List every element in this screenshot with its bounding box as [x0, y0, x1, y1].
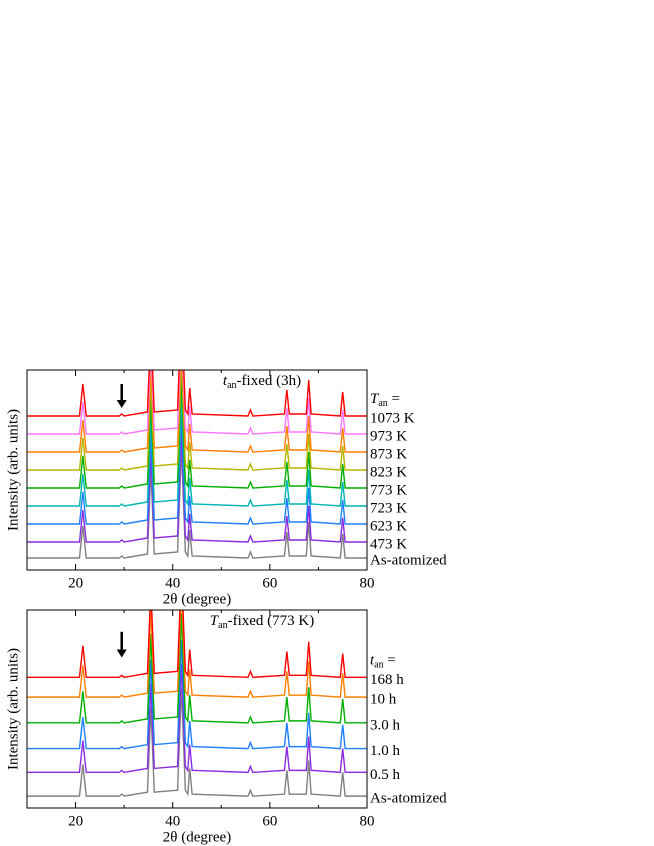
series-label: 723 K — [370, 500, 407, 516]
xrd-trace — [27, 370, 367, 435]
xrd-trace — [27, 447, 367, 559]
arrow — [116, 384, 127, 408]
annotation-rest: -fixed (3h) — [237, 373, 302, 389]
legend-title-rest: = — [384, 653, 396, 669]
annotation-rest: -fixed (773 K) — [228, 613, 315, 629]
y-axis-label: Intensity (arb. units) — [5, 648, 21, 770]
x-tick-label: 80 — [360, 813, 375, 829]
series-label: 873 K — [370, 446, 407, 462]
x-tick-label: 20 — [68, 575, 83, 591]
annotation-main: T — [210, 613, 220, 629]
arrow-head — [116, 400, 127, 408]
series-label: As-atomized — [370, 791, 447, 807]
series-label: 473 K — [370, 536, 407, 552]
xrd-trace — [27, 663, 367, 774]
series-label: 1.0 h — [370, 743, 401, 759]
xrd-trace — [27, 639, 367, 750]
legend-title-main: T — [370, 391, 380, 407]
x-tick-label: 40 — [165, 813, 180, 829]
series-label: 623 K — [370, 518, 407, 534]
legend-title-main: t — [370, 653, 375, 669]
plot-frame — [26, 369, 368, 571]
legend-title-sub: an — [378, 398, 387, 409]
xrd-trace — [27, 610, 367, 698]
x-tick-label: 60 — [262, 813, 277, 829]
annotation-main: t — [223, 373, 228, 389]
annotation-sub: an — [227, 380, 236, 391]
legend-title-sub: an — [374, 660, 383, 671]
series-label: 1073 K — [370, 410, 415, 426]
series-label: 3.0 h — [370, 717, 401, 733]
x-tick-label: 60 — [262, 575, 277, 591]
x-tick-label: 80 — [360, 575, 375, 591]
legend-title: Tan = — [370, 391, 400, 409]
series-label: 168 h — [370, 672, 404, 688]
series-label: 973 K — [370, 428, 407, 444]
xrd-trace — [27, 431, 367, 543]
xrd-trace — [27, 377, 367, 489]
series-label: As-atomized — [370, 552, 447, 568]
series-label: 823 K — [370, 464, 407, 480]
plot-frame — [26, 609, 368, 809]
x-axis-label: 2θ (degree) — [163, 829, 231, 845]
legend-title-rest: = — [388, 391, 400, 407]
legend-title: tan = — [370, 653, 396, 671]
xrd-trace — [27, 370, 367, 417]
annotation: Tan-fixed (773 K) — [210, 613, 314, 631]
y-axis-label: Intensity (arb. units) — [5, 409, 21, 531]
annotation: tan-fixed (3h) — [223, 373, 301, 391]
series-label: 10 h — [370, 692, 397, 708]
xrd-trace — [27, 610, 367, 679]
x-axis-label: 2θ (degree) — [163, 591, 231, 607]
xrd-trace — [27, 370, 367, 453]
xrd-trace — [27, 370, 367, 471]
xrd-trace — [27, 687, 367, 797]
x-tick-label: 20 — [68, 813, 83, 829]
xrd-trace — [27, 395, 367, 507]
series-label: 773 K — [370, 482, 407, 498]
arrow-head — [116, 649, 127, 658]
xrd-trace — [27, 613, 367, 724]
x-tick-label: 40 — [165, 575, 180, 591]
arrow — [116, 631, 127, 658]
xrd-trace — [27, 413, 367, 525]
series-label: 0.5 h — [370, 767, 401, 783]
annotation-sub: an — [218, 620, 227, 631]
